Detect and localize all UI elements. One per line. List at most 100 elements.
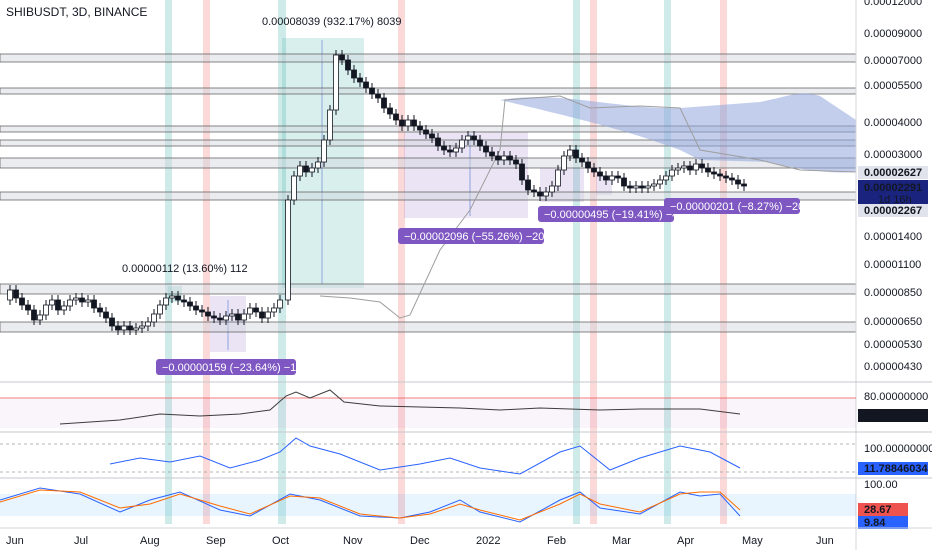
red-highlight-band <box>398 0 405 524</box>
candle <box>519 163 525 181</box>
candle <box>333 54 339 111</box>
candle <box>459 139 465 149</box>
candle <box>139 325 145 329</box>
time-tick-label: Oct <box>272 535 289 547</box>
price-tick-label: 0.00004000 <box>864 117 922 129</box>
candle <box>181 299 187 303</box>
candle <box>327 109 333 141</box>
candle <box>247 307 253 315</box>
candle <box>375 93 381 99</box>
candle <box>495 155 501 161</box>
candle <box>489 151 495 157</box>
candle <box>687 165 693 171</box>
candle <box>55 299 61 311</box>
candle <box>543 191 549 197</box>
green-highlight-band <box>664 0 671 524</box>
candle <box>537 191 543 197</box>
level-zone <box>0 87 857 95</box>
candle <box>265 311 271 319</box>
candle <box>31 309 37 321</box>
candle <box>729 177 735 181</box>
price-tick-label: 0.00005500 <box>864 80 922 92</box>
candle <box>79 297 85 303</box>
candle <box>145 321 151 327</box>
candle <box>429 133 435 139</box>
red-highlight-band <box>203 0 210 524</box>
candle <box>585 161 591 169</box>
candle <box>591 167 597 173</box>
candle <box>417 125 423 131</box>
price-tick-label: 0.00012000 <box>864 0 922 8</box>
candle <box>453 147 459 153</box>
candle <box>199 309 205 313</box>
candle <box>241 313 247 321</box>
candle <box>627 185 633 189</box>
candle <box>91 299 97 309</box>
candle <box>103 311 109 319</box>
stoch-d-box <box>858 516 908 529</box>
candle <box>477 139 483 147</box>
level-price-box <box>858 166 928 179</box>
rsi-band <box>0 398 856 428</box>
candle <box>97 307 103 313</box>
candle <box>37 314 43 321</box>
time-tick-label: Jun <box>816 535 834 547</box>
candle <box>597 171 603 177</box>
candle <box>483 145 489 153</box>
candle <box>447 149 453 153</box>
red-highlight-band <box>720 0 727 524</box>
candle <box>187 301 193 307</box>
candle <box>441 145 447 151</box>
price-tick-label: 0.00000650 <box>864 316 922 328</box>
candle <box>253 307 259 313</box>
time-tick-label: Aug <box>140 535 160 547</box>
price-tick-label: 0.00009000 <box>864 28 922 40</box>
candle <box>669 169 675 177</box>
candle <box>501 155 507 161</box>
candle <box>369 87 375 95</box>
candle <box>151 313 157 323</box>
last-price-box <box>858 180 928 204</box>
candle <box>573 149 579 159</box>
drop-annotation: −0.00000495 (−19.41%) −495 <box>544 209 691 221</box>
drop-annotation: −0.00002096 (−55.26%) −2096 <box>404 231 557 243</box>
baseline-line <box>319 95 857 319</box>
candle <box>693 163 699 171</box>
rsi-value-label: 42.96468021 <box>864 410 928 422</box>
candle <box>309 167 315 173</box>
ichimoku-cloud <box>500 93 856 173</box>
candle <box>205 311 211 317</box>
candle <box>561 155 567 171</box>
candle <box>615 175 621 179</box>
time-tick-label: Jun <box>6 535 24 547</box>
candle <box>315 161 321 169</box>
cci-value-label: 11.78846034 <box>864 463 929 475</box>
candle <box>61 305 67 311</box>
candle <box>115 325 121 331</box>
time-tick-label: May <box>742 535 763 547</box>
green-highlight-band <box>165 0 172 524</box>
candle <box>423 129 429 135</box>
price-tick-label: 0.00007000 <box>864 55 922 67</box>
candle <box>699 163 705 169</box>
candle <box>259 311 265 319</box>
candle <box>303 165 309 173</box>
candle <box>277 299 283 309</box>
candle <box>471 135 477 141</box>
candle <box>381 97 387 109</box>
candle <box>13 289 19 299</box>
candle <box>399 119 405 127</box>
candle <box>25 304 31 311</box>
level-price-box <box>858 204 928 217</box>
candle <box>555 169 561 187</box>
candle <box>127 325 133 331</box>
time-tick-label: Feb <box>547 535 566 547</box>
candle <box>291 175 297 201</box>
price-tick-label: 0.00000850 <box>864 287 922 299</box>
candle <box>405 119 411 127</box>
candle <box>285 199 291 301</box>
time-tick-label: Sep <box>206 535 226 547</box>
candle <box>321 139 327 163</box>
stoch-k-line <box>0 487 741 523</box>
